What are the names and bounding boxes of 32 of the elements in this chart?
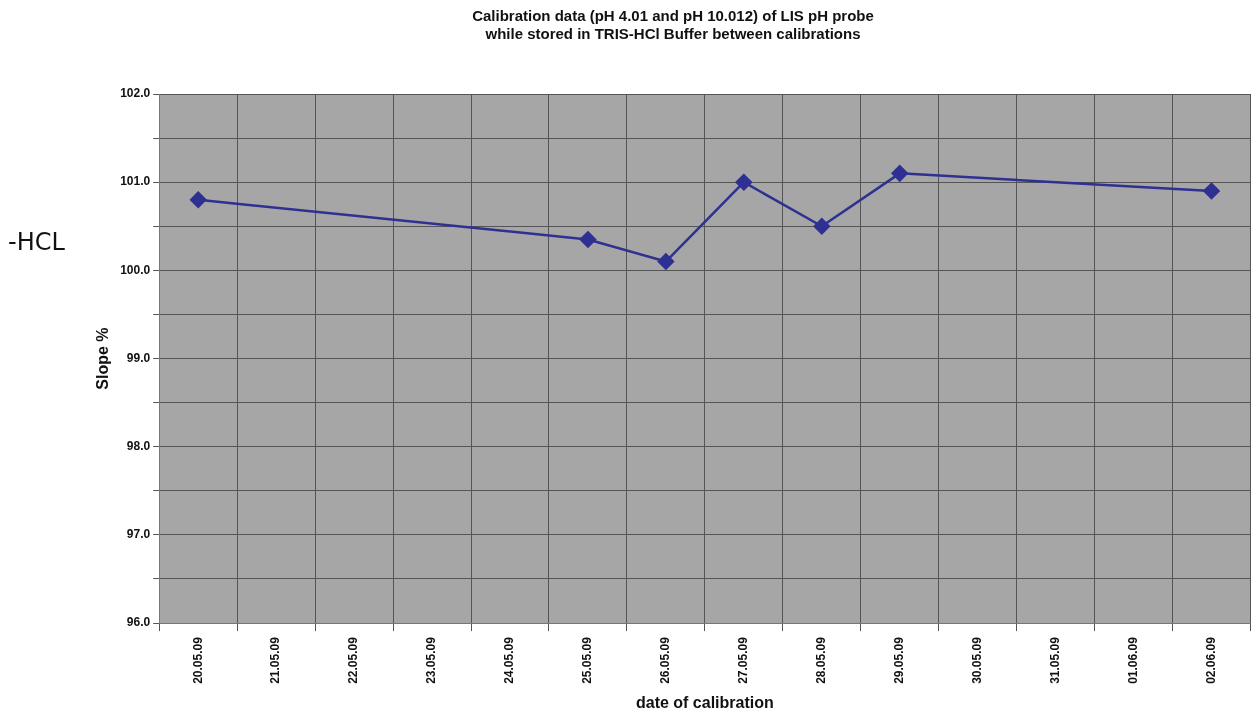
x-tick-label: 30.05.09 — [969, 636, 984, 684]
y-tick-label: 99.0 — [126, 350, 151, 365]
chart-title: Calibration data (pH 4.01 and pH 10.012) of LIS pH probe while stored in TRIS-HCl Buffer between calibrations — [472, 7, 874, 43]
x-tick-label: 22.05.09 — [346, 636, 361, 684]
y-tick-label: 102.0 — [120, 86, 151, 101]
point — [1203, 182, 1220, 200]
x-tick-label: 27.05.09 — [736, 636, 751, 684]
y-tick-label: 97.0 — [126, 527, 151, 542]
x-tick-label: 20.05.09 — [190, 636, 205, 684]
point — [657, 253, 675, 270]
x-tick-label: 23.05.09 — [424, 636, 439, 684]
point — [189, 191, 207, 209]
x-tick-label: 31.05.09 — [1047, 636, 1062, 684]
y-axis-title: Slope % — [94, 327, 112, 390]
y-tick-label: 98.0 — [126, 439, 151, 454]
point — [891, 165, 908, 182]
point — [579, 231, 597, 248]
x-axis-title: date of calibration — [635, 693, 774, 711]
x-tick-label: 24.05.09 — [502, 636, 517, 684]
x-tick-label: 28.05.09 — [814, 636, 829, 684]
x-tick-label: 21.05.09 — [268, 636, 283, 684]
x-tick-label: 26.05.09 — [658, 636, 673, 684]
x-tick-label: 02.06.09 — [1203, 636, 1218, 684]
x-tick-label: 29.05.09 — [892, 636, 907, 684]
point — [813, 218, 831, 235]
y-tick-label: 101.0 — [120, 174, 151, 189]
point — [735, 173, 753, 191]
x-tick-label: 25.05.09 — [580, 636, 595, 684]
y-tick-label: 100.0 — [120, 262, 151, 277]
x-tick-label: 01.06.09 — [1125, 636, 1140, 684]
text: -HCL — [8, 228, 65, 256]
y-tick-label: 96.0 — [126, 615, 151, 630]
